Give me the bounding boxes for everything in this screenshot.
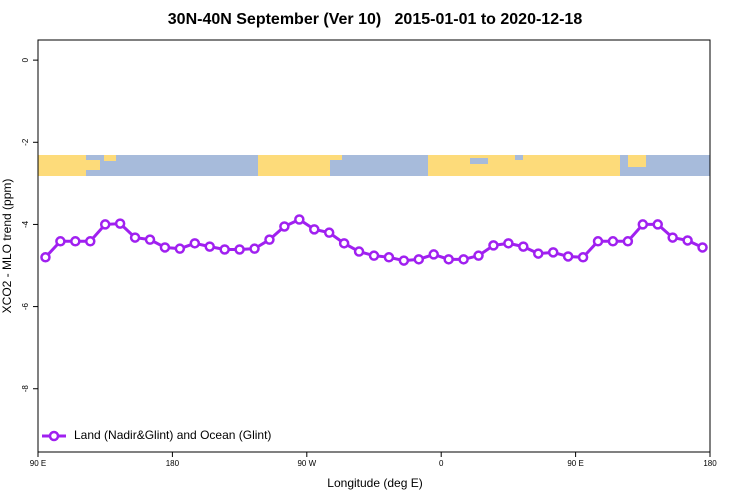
point <box>443 254 454 265</box>
point <box>637 219 649 230</box>
point <box>129 232 141 243</box>
legend-label: Land (Nadir&Glint) and Ocean (Glint) <box>74 428 271 442</box>
legend-marker <box>48 430 60 442</box>
point <box>697 242 708 253</box>
point <box>40 252 51 263</box>
x-tick-label: 180 <box>166 459 180 468</box>
point <box>607 236 619 247</box>
chart-title: 30N-40N September (Ver 10) 2015-01-01 to… <box>168 11 583 28</box>
y-tick-label: -6 <box>21 302 30 310</box>
point <box>338 238 350 249</box>
point <box>383 252 395 263</box>
land-ocean-strip <box>38 155 710 176</box>
point <box>204 241 215 252</box>
point <box>174 243 186 254</box>
y-tick-label: -4 <box>21 220 30 228</box>
point <box>458 254 469 265</box>
point <box>547 247 559 258</box>
y-tick-label: -8 <box>21 385 30 393</box>
point <box>428 249 439 260</box>
y-tick-label: -2 <box>21 138 30 146</box>
point <box>667 232 678 243</box>
point <box>279 221 290 232</box>
x-tick-label: 90 E <box>567 459 583 468</box>
point <box>114 218 126 229</box>
point <box>219 244 230 255</box>
x-tick-label: 90 W <box>297 459 316 468</box>
point <box>189 238 201 249</box>
point <box>70 236 81 247</box>
y-tick-label: 0 <box>21 57 30 62</box>
point <box>309 224 320 235</box>
point <box>413 254 425 265</box>
point <box>488 240 499 251</box>
point <box>562 251 574 262</box>
x-tick-label: 180 <box>703 459 717 468</box>
point <box>294 214 305 225</box>
point <box>652 219 663 230</box>
point <box>99 219 111 230</box>
point <box>85 236 96 247</box>
point <box>249 243 260 254</box>
point <box>473 250 484 261</box>
plot-frame <box>37 39 711 453</box>
x-tick-label: 0 <box>439 459 444 468</box>
point <box>533 248 544 259</box>
y-axis-label: XCO2 - MLO trend (ppm) <box>0 179 14 314</box>
point <box>353 246 365 257</box>
point <box>398 255 410 266</box>
point <box>518 241 529 252</box>
point <box>144 234 156 245</box>
point <box>503 238 514 249</box>
point <box>577 252 589 263</box>
x-tick-label: 90 E <box>30 459 46 468</box>
point <box>622 236 634 247</box>
point <box>159 242 171 253</box>
point <box>234 244 245 255</box>
point <box>264 234 275 245</box>
point <box>323 227 335 238</box>
point <box>55 236 66 247</box>
x-axis-label: Longitude (deg E) <box>327 476 422 490</box>
point <box>682 235 693 246</box>
point <box>592 236 604 247</box>
point <box>368 250 380 261</box>
